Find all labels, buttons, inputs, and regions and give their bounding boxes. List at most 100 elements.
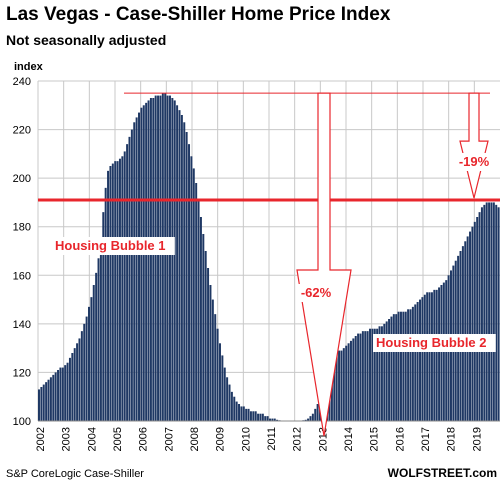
- y-tick-label: 220: [13, 125, 31, 137]
- bar: [211, 299, 214, 421]
- bar: [47, 379, 50, 421]
- bar: [266, 416, 269, 421]
- bar: [359, 333, 362, 421]
- bar: [385, 321, 388, 421]
- bar: [42, 384, 45, 421]
- bar: [109, 166, 112, 421]
- bar: [492, 202, 495, 421]
- x-tick-label: 2007: [163, 427, 175, 451]
- axes-layer: index 100 120 140 160 180 200 220 240 2002 2003 200…: [13, 61, 500, 451]
- bar: [188, 144, 191, 421]
- bar: [259, 413, 262, 421]
- bar: [338, 350, 341, 421]
- bar: [488, 202, 491, 421]
- bar: [226, 377, 229, 421]
- bar: [307, 418, 310, 421]
- bar: [61, 367, 64, 421]
- bar: [173, 100, 176, 422]
- bar: [435, 289, 438, 421]
- bar: [207, 268, 210, 421]
- bar: [147, 100, 150, 422]
- bar: [99, 238, 102, 421]
- y-tick-label: 140: [13, 319, 31, 331]
- bar: [388, 319, 391, 421]
- bar: [397, 311, 400, 421]
- bar: [111, 163, 114, 421]
- x-tick-label: 2004: [86, 427, 98, 451]
- y-tick-label: 160: [13, 270, 31, 282]
- bar: [380, 326, 383, 421]
- bar: [133, 122, 136, 421]
- bar: [123, 151, 126, 421]
- bar: [314, 408, 317, 421]
- bar: [411, 306, 414, 421]
- bar: [83, 323, 86, 421]
- bar: [95, 272, 98, 421]
- bar: [223, 367, 226, 421]
- bar: [342, 348, 345, 421]
- annotation-layer: Housing Bubble 1 Housing Bubble 2 -62% -19%: [38, 92, 500, 437]
- x-tick-label: 2008: [189, 427, 201, 451]
- bar: [197, 200, 200, 421]
- source-note: S&P CoreLogic Case-Shiller: [6, 468, 144, 480]
- bar: [64, 365, 67, 421]
- brand-label: WOLFSTREET.com: [387, 466, 497, 480]
- annotation-drop-19: -19%: [459, 154, 490, 169]
- bar: [107, 170, 110, 421]
- bar: [354, 336, 357, 421]
- bar: [168, 95, 171, 421]
- bar: [49, 377, 52, 421]
- bar: [440, 285, 443, 421]
- bar: [171, 98, 174, 421]
- bar: [402, 311, 405, 421]
- bar: [80, 331, 83, 421]
- bar: [118, 158, 121, 421]
- bar: [138, 112, 140, 421]
- bar: [392, 314, 395, 421]
- bar: [135, 117, 138, 422]
- x-tick-label: 2010: [240, 427, 252, 451]
- bar: [483, 204, 486, 421]
- bar: [164, 93, 167, 421]
- x-tick-label: 2016: [394, 427, 406, 451]
- bar: [145, 102, 148, 422]
- bar: [366, 331, 369, 421]
- bar: [330, 362, 333, 421]
- bar: [185, 132, 188, 421]
- bar: [426, 292, 429, 421]
- bar: [52, 374, 55, 421]
- bar: [340, 350, 343, 421]
- y-tick-label: 120: [13, 367, 31, 379]
- bar: [311, 413, 314, 421]
- bar: [430, 292, 433, 421]
- bar: [218, 343, 221, 421]
- bar: [233, 396, 236, 421]
- bar: [166, 95, 169, 421]
- bar: [71, 353, 74, 421]
- bar: [202, 234, 205, 421]
- bar: [73, 348, 76, 421]
- bar: [230, 391, 233, 421]
- bar: [238, 404, 241, 421]
- x-tick-label: 2003: [61, 427, 73, 451]
- bar: [273, 418, 276, 421]
- bar: [316, 404, 319, 421]
- bar: [54, 372, 57, 421]
- bar: [409, 309, 412, 421]
- bar: [495, 204, 498, 421]
- bar: [204, 251, 207, 421]
- bar: [102, 212, 105, 421]
- bar: [473, 221, 476, 421]
- x-tick-label: 2005: [112, 427, 124, 451]
- drop-arrow-large: [296, 92, 352, 437]
- bar: [361, 331, 364, 421]
- bar: [216, 328, 219, 421]
- bar: [369, 328, 371, 421]
- bar: [152, 98, 155, 421]
- bar: [257, 413, 260, 421]
- bar: [126, 144, 129, 421]
- bar: [345, 345, 348, 421]
- bar: [438, 287, 441, 421]
- bar: [419, 299, 422, 421]
- bar: [433, 289, 436, 421]
